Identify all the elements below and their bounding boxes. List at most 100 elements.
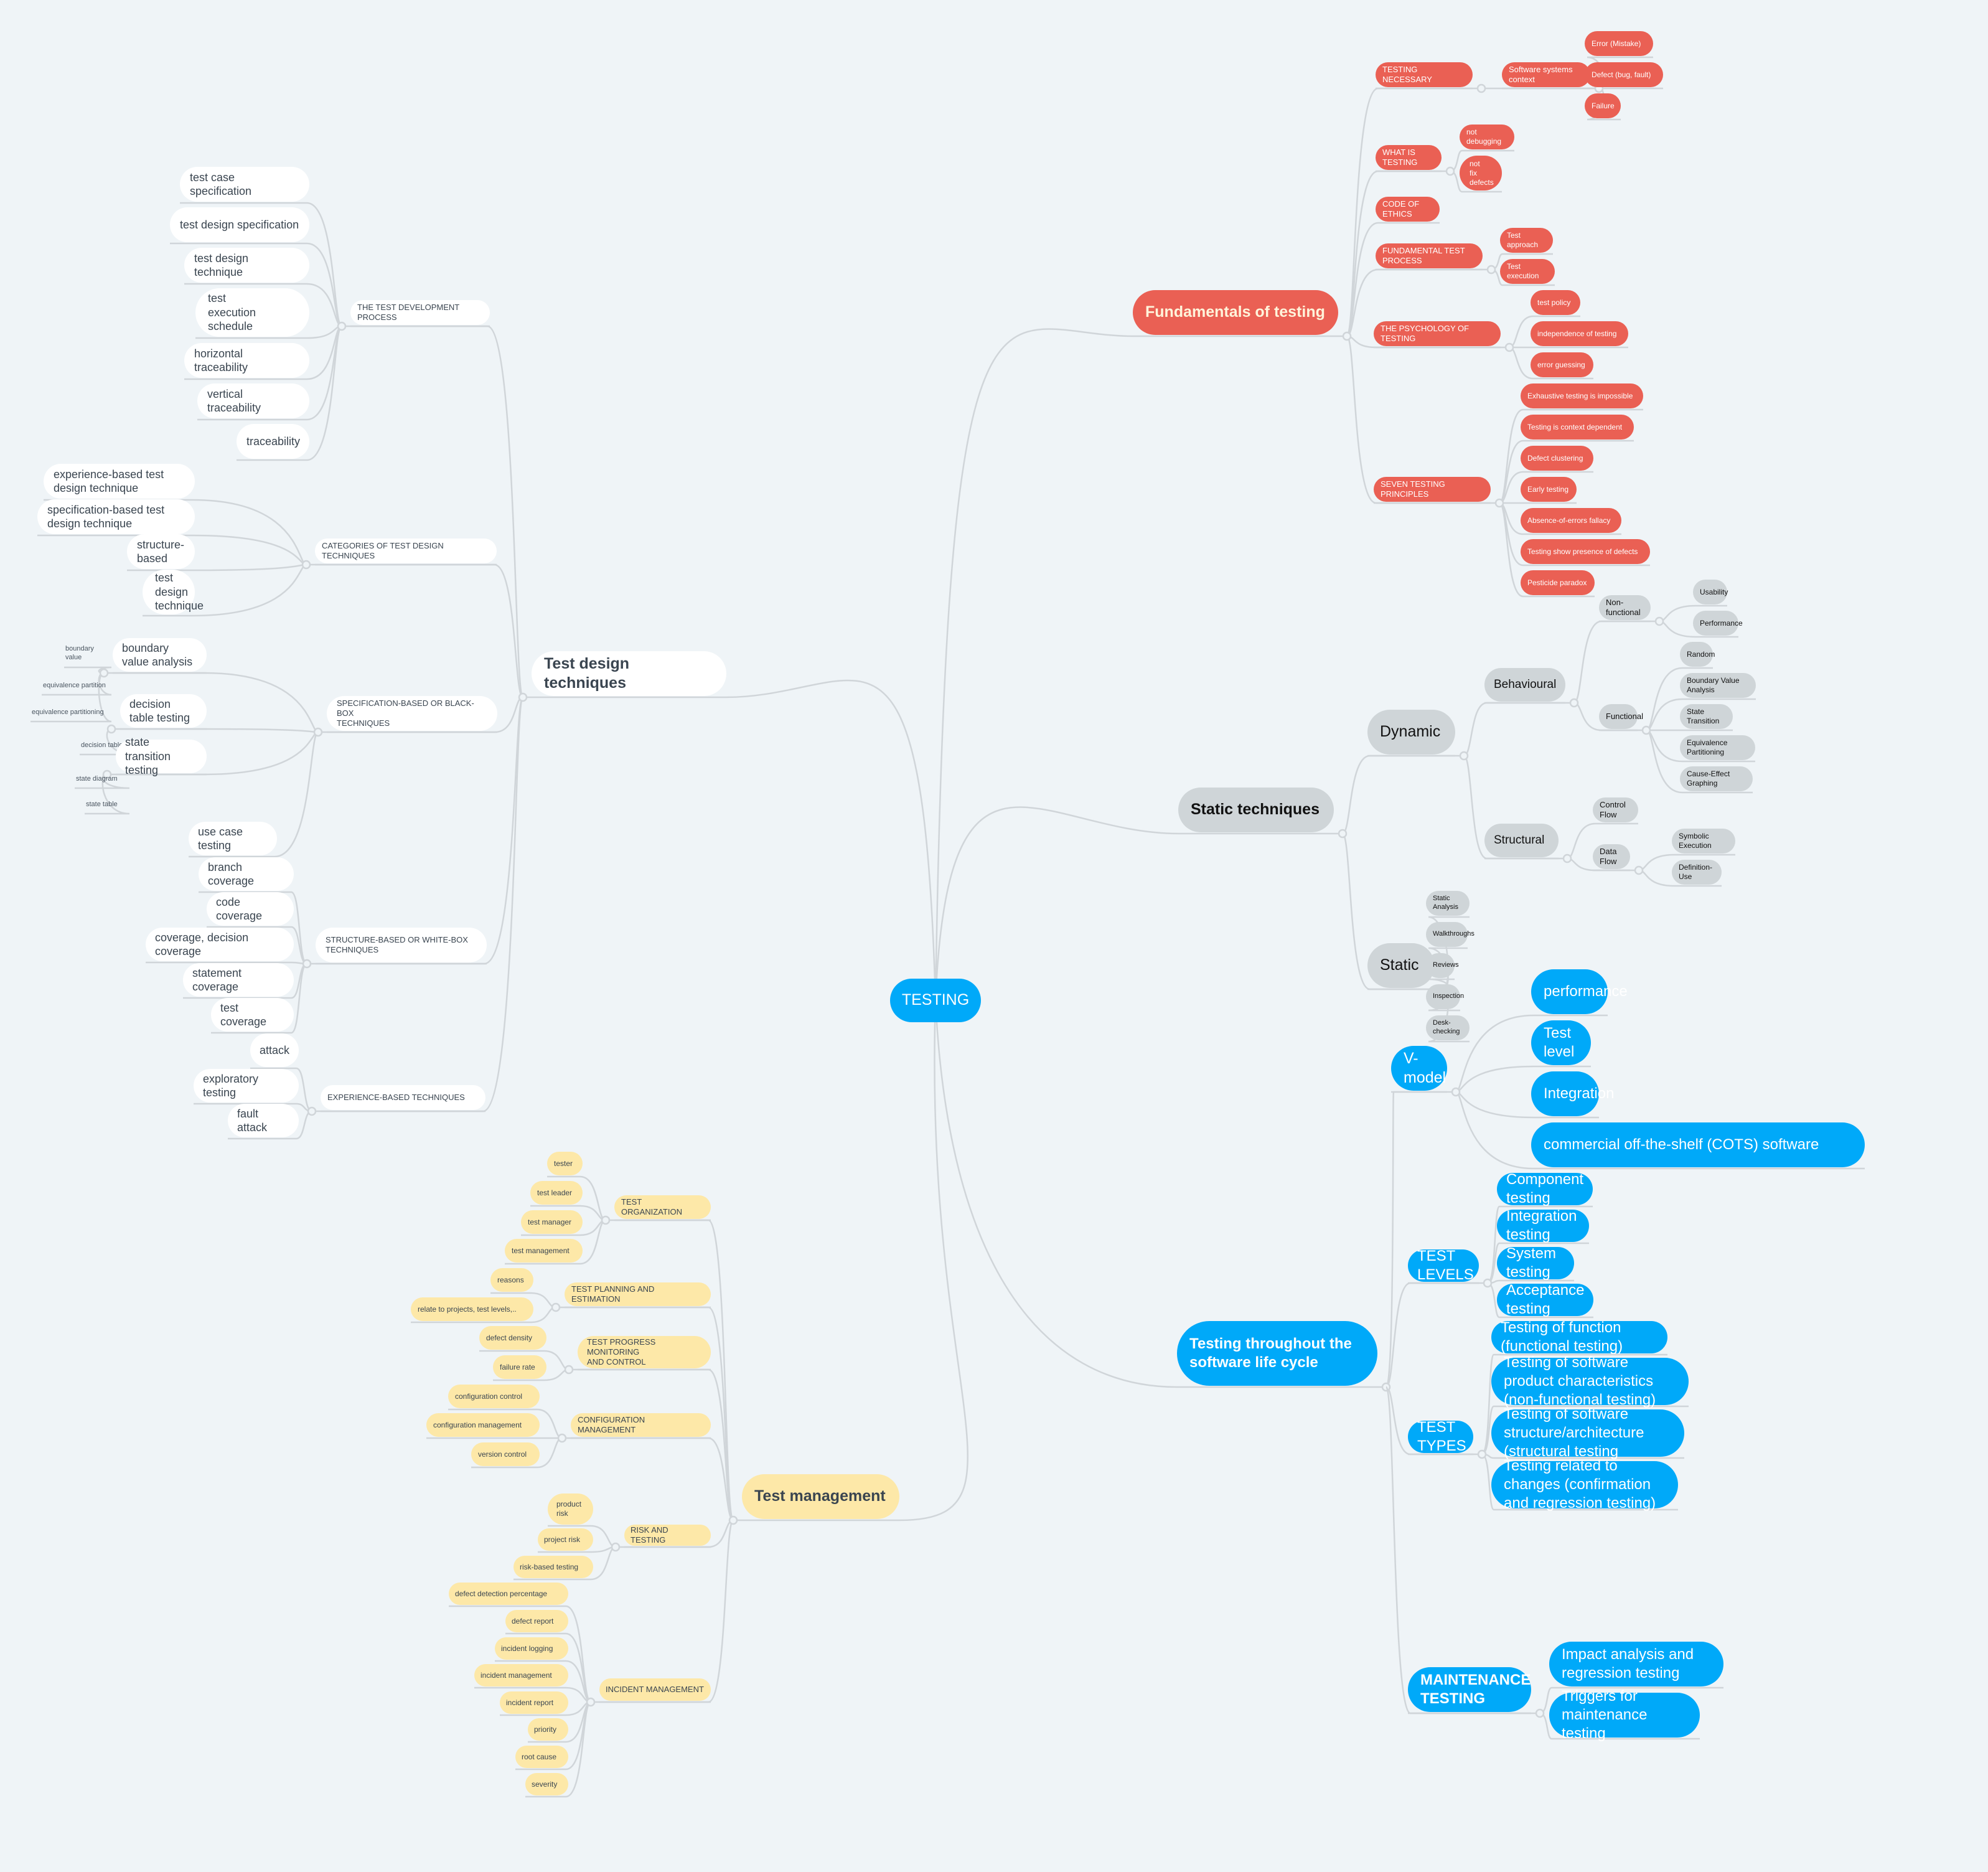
topic-node-categories-of-test-design-techniques[interactable]: CATEGORIES OF TEST DESIGN TECHNIQUES [315, 539, 497, 563]
topic-node-failure-rate[interactable]: failure rate [493, 1355, 546, 1379]
root-node-testing[interactable]: TESTING [890, 979, 981, 1022]
topic-node-version-control[interactable]: version control [471, 1442, 540, 1466]
topic-node-boundary-value[interactable]: boundary value [64, 641, 114, 666]
topic-node-pesticide-paradox[interactable]: Pesticide paradox [1521, 570, 1595, 595]
topic-node-absence-of-errors-fallacy[interactable]: Absence-of-errors fallacy [1521, 508, 1621, 533]
topic-node-structure-based[interactable]: structure-based [127, 534, 195, 569]
topic-node-usability[interactable]: Usability [1693, 580, 1728, 604]
topic-node-maintenance-testing[interactable]: MAINTENANCE TESTING [1408, 1667, 1531, 1712]
topic-node-test-level[interactable]: Test level [1531, 1020, 1591, 1065]
topic-node-test-design-technique[interactable]: test design technique [184, 248, 309, 283]
topic-node-defect-density[interactable]: defect density [479, 1326, 546, 1350]
topic-node-test-planning-and-estimation[interactable]: TEST PLANNING AND ESTIMATION [565, 1282, 711, 1306]
topic-node-walkthroughs[interactable]: Walkthroughs [1426, 922, 1475, 947]
topic-node-v-model[interactable]: V-model [1391, 1046, 1447, 1091]
topic-node-code-coverage[interactable]: code coverage [207, 892, 294, 926]
topic-node-use-case-testing[interactable]: use case testing [189, 822, 277, 855]
topic-node-data-flow[interactable]: Data Flow [1593, 844, 1630, 869]
topic-node-test-design-techniques[interactable]: Test design techniques [532, 651, 726, 696]
topic-node-test-approach[interactable]: Test approach [1500, 228, 1553, 253]
topic-node-configuration-management[interactable]: configuration management [426, 1413, 540, 1437]
topic-node-test-execution[interactable]: Test execution [1500, 259, 1555, 284]
topic-node-the-test-development-process[interactable]: THE TEST DEVELOPMENT PROCESS [350, 300, 490, 325]
topic-node-structural[interactable]: Structural [1484, 824, 1559, 857]
topic-node-integration-testing[interactable]: Integration testing [1497, 1208, 1589, 1243]
topic-node-relate-to-projects-test-levels[interactable]: relate to projects, test levels,.. [411, 1297, 533, 1321]
topic-node-test-execution-schedule[interactable]: test execution schedule [195, 288, 309, 337]
topic-node-error-mistake[interactable]: Error (Mistake) [1585, 31, 1653, 56]
topic-node-exhaustive-testing-is-impossible[interactable]: Exhaustive testing is impossible [1521, 383, 1643, 408]
topic-node-code-of-ethics[interactable]: CODE OF ETHICS [1376, 197, 1440, 222]
topic-node-testing-show-presence-of-defects[interactable]: Testing show presence of defects [1521, 539, 1650, 564]
topic-node-the-psychology-of-testing[interactable]: THE PSYCHOLOGY OF TESTING [1374, 321, 1501, 346]
topic-node-defect-detection-percentage[interactable]: defect detection percentage [449, 1583, 568, 1605]
topic-node-specification-based-or-black-box-techniques[interactable]: SPECIFICATION-BASED OR BLACK-BOX TECHNIQ… [327, 696, 497, 731]
topic-node-early-testing[interactable]: Early testing [1521, 477, 1577, 502]
topic-node-testing-related-to-changes-confirmation-and-regression-testing[interactable]: Testing related to changes (confirmation… [1491, 1457, 1678, 1512]
topic-node-test-policy[interactable]: test policy [1531, 290, 1580, 315]
topic-node-symbolic-execution[interactable]: Symbolic Execution [1672, 829, 1735, 854]
topic-node-state-diagram[interactable]: state diagram [75, 772, 132, 787]
topic-node-test-progress-monitoring-and-control[interactable]: TEST PROGRESS MONITORING AND CONTROL [578, 1336, 711, 1368]
topic-node-reviews[interactable]: Reviews [1426, 953, 1459, 978]
topic-node-test-management[interactable]: test management [505, 1239, 583, 1263]
topic-node-experience-based-test-design-technique[interactable]: experience-based test design technique [44, 464, 195, 499]
topic-node-state-table[interactable]: state table [85, 797, 132, 812]
topic-node-inspection[interactable]: Inspection [1426, 984, 1464, 1009]
topic-node-test-types[interactable]: TEST TYPES [1408, 1419, 1473, 1454]
topic-node-functional[interactable]: Functional [1599, 704, 1643, 729]
topic-node-fundamentals-of-testing[interactable]: Fundamentals of testing [1133, 290, 1338, 335]
topic-node-performance[interactable]: performance [1531, 969, 1628, 1014]
topic-node-root-cause[interactable]: root cause [515, 1746, 568, 1768]
topic-node-test-management[interactable]: Test management [742, 1474, 899, 1519]
topic-node-random[interactable]: Random [1680, 642, 1715, 667]
topic-node-risk-and-testing[interactable]: RISK AND TESTING [624, 1525, 711, 1546]
topic-node-equivalence-partition[interactable]: equivalence partition [42, 679, 114, 694]
topic-node-defect-clustering[interactable]: Defect clustering [1521, 446, 1593, 471]
topic-node-project-risk[interactable]: project risk [538, 1528, 593, 1551]
topic-node-configuration-control[interactable]: configuration control [448, 1385, 540, 1408]
topic-node-boundary-value-analysis[interactable]: boundary value analysis [113, 638, 207, 672]
topic-node-dynamic[interactable]: Dynamic [1367, 710, 1455, 755]
topic-node-testing-necessary[interactable]: TESTING NECESSARY [1376, 62, 1473, 87]
topic-node-seven-testing-principles[interactable]: SEVEN TESTING PRINCIPLES [1374, 477, 1491, 502]
topic-node-equivalence-partitioning[interactable]: Equivalence Partitioning [1680, 735, 1755, 760]
topic-node-risk-based-testing[interactable]: risk-based testing [513, 1556, 593, 1578]
topic-node-equivalence-partitioning[interactable]: equivalence partitioning [30, 705, 114, 720]
topic-node-software-systems-context[interactable]: Software systems context [1502, 62, 1590, 87]
topic-node-test-manager[interactable]: test manager [521, 1210, 583, 1234]
topic-node-static-analysis[interactable]: Static Analysis [1426, 891, 1470, 916]
topic-node-integration[interactable]: Integration [1531, 1071, 1614, 1116]
topic-node-state-transition[interactable]: State Transition [1680, 704, 1733, 729]
topic-node-failure[interactable]: Failure [1585, 93, 1621, 118]
topic-node-specification-based-test-design-technique[interactable]: specification-based test design techniqu… [37, 499, 195, 534]
topic-node-reasons[interactable]: reasons [490, 1268, 533, 1292]
topic-node-cause-effect-graphing[interactable]: Cause-Effect Graphing [1680, 766, 1753, 791]
topic-node-tester[interactable]: tester [547, 1152, 583, 1175]
topic-node-defect-bug-fault[interactable]: Defect (bug, fault) [1585, 62, 1663, 87]
topic-node-component-testing[interactable]: Component testing [1497, 1171, 1593, 1206]
topic-node-exploratory-testing[interactable]: exploratory testing [194, 1069, 299, 1103]
topic-node-product-risk[interactable]: product risk [548, 1493, 593, 1525]
topic-node-testing-throughout-the-software-life-cycle[interactable]: Testing throughout the software life cyc… [1177, 1321, 1377, 1386]
topic-node-control-flow[interactable]: Control Flow [1593, 797, 1638, 822]
topic-node-fault-attack[interactable]: fault attack [228, 1104, 299, 1137]
topic-node-state-transition-testing[interactable]: state transition testing [116, 736, 207, 776]
topic-node-test-levels[interactable]: TEST LEVELS [1408, 1248, 1479, 1283]
topic-node-testing-of-function-functional-testing[interactable]: Testing of function (functional testing) [1491, 1319, 1667, 1355]
topic-node-priority[interactable]: priority [528, 1718, 568, 1741]
topic-node-statement-coverage[interactable]: statement coverage [183, 963, 294, 997]
topic-node-incident-management[interactable]: incident management [474, 1664, 568, 1686]
topic-node-coverage-decision-coverage[interactable]: coverage, decision coverage [146, 928, 294, 961]
topic-node-structure-based-or-white-box-techniques[interactable]: STRUCTURE-BASED OR WHITE-BOX TECHNIQUES [316, 928, 487, 962]
topic-node-test-case-specification[interactable]: test case specification [180, 167, 309, 202]
topic-node-not-fix-defects[interactable]: not fix defects [1460, 156, 1502, 190]
topic-node-acceptance-testing[interactable]: Acceptance testing [1497, 1282, 1593, 1317]
topic-node-vertical-traceability[interactable]: vertical traceability [197, 383, 309, 418]
topic-node-attack[interactable]: attack [250, 1033, 299, 1067]
topic-node-what-is-testing[interactable]: WHAT IS TESTING [1376, 145, 1442, 170]
topic-node-not-debugging[interactable]: not debugging [1460, 125, 1514, 149]
topic-node-desk-checking[interactable]: Desk-checking [1426, 1015, 1470, 1040]
topic-node-incident-report[interactable]: incident report [500, 1691, 568, 1714]
